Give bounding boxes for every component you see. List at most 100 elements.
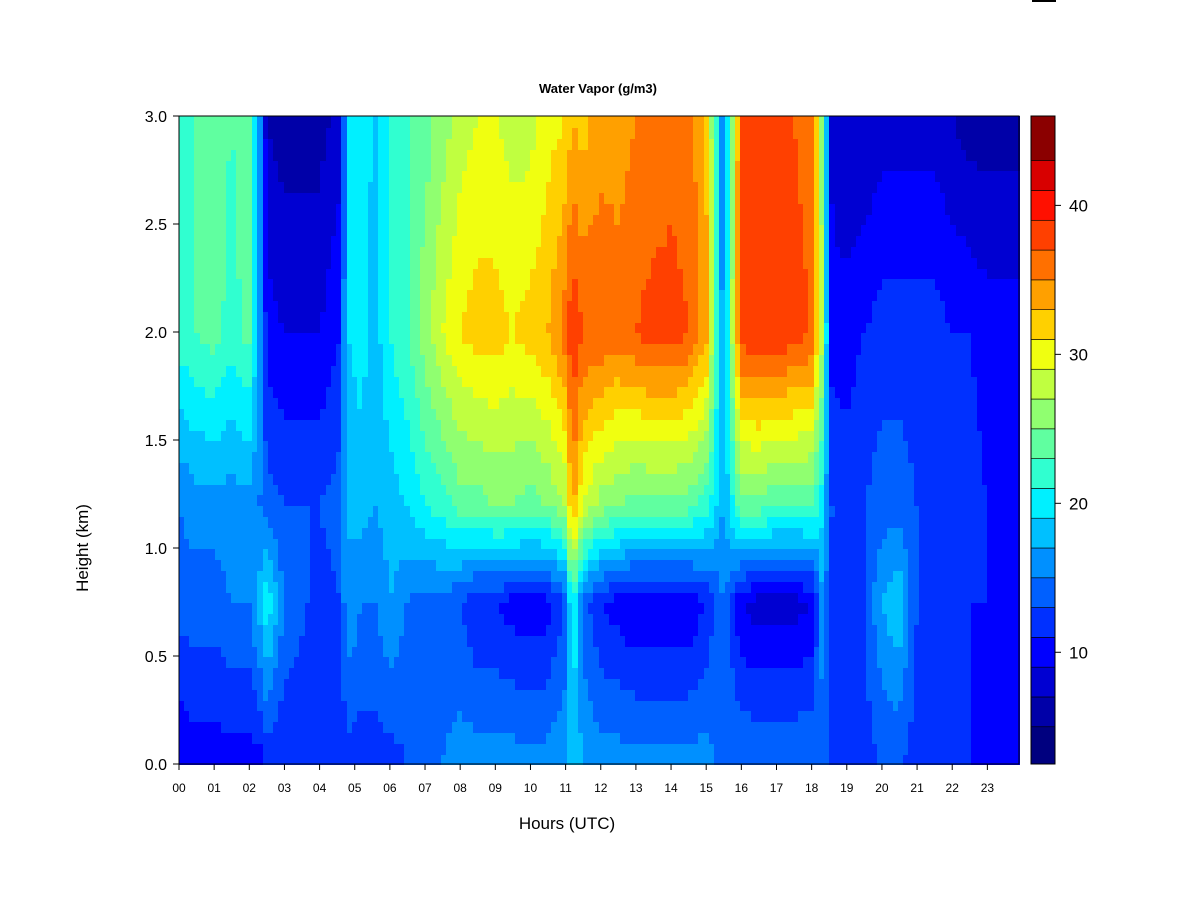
heatmap-cell [231,234,238,247]
heatmap-cell [399,591,406,603]
heatmap-cell [551,342,558,355]
heatmap-cell [310,288,317,301]
heatmap-cell [525,688,532,701]
heatmap-cell [252,342,259,355]
heatmap-cell [289,440,296,452]
heatmap-cell [210,710,217,722]
heatmap-cell [368,548,375,560]
heatmap-cell [546,731,553,744]
heatmap-cell [341,288,348,301]
heatmap-cell [273,612,280,625]
heatmap-cell [189,515,196,528]
heatmap-cell [389,494,396,506]
heatmap-cell [357,688,364,701]
heatmap-cell [305,612,312,625]
heatmap-cell [252,461,259,474]
heatmap-cell [446,623,453,636]
heatmap-cell [210,548,217,560]
heatmap-cell [368,720,375,733]
heatmap-cell [252,742,259,755]
heatmap-cell [446,234,453,247]
heatmap-cell [231,396,238,409]
heatmap-cell [530,159,537,171]
heatmap-cell [509,742,516,755]
heatmap-cell [588,450,595,463]
heatmap-cell [268,148,275,161]
heatmap-cell [189,753,196,765]
heatmap-cell [268,159,275,171]
heatmap-cell [525,483,532,495]
heatmap-cell [457,364,464,377]
heatmap-cell [352,332,359,344]
heatmap-cell [184,429,191,441]
heatmap-cell [247,483,254,495]
heatmap-cell [326,407,333,420]
heatmap-cell [236,440,243,452]
heatmap-cell [257,137,264,150]
heatmap-cell [257,537,264,549]
heatmap-cell [389,299,396,312]
heatmap-cell [473,591,480,603]
heatmap-cell [200,677,207,690]
heatmap-cell [525,558,532,571]
heatmap-cell [420,569,427,582]
heatmap-cell [399,396,406,409]
heatmap-cell [352,548,359,560]
heatmap-cell [583,558,590,571]
heatmap-cell [189,483,196,495]
heatmap-cell [347,591,354,603]
heatmap-cell [457,299,464,312]
heatmap-cell [189,548,196,560]
heatmap-cell [326,656,333,668]
heatmap-cell [515,429,522,441]
heatmap-cell [473,256,480,269]
heatmap-cell [599,332,606,344]
heatmap-cell [226,753,233,765]
heatmap-cell [588,126,595,139]
heatmap-cell [383,710,390,722]
heatmap-cell [536,677,543,690]
heatmap-cell [352,450,359,463]
heatmap-cell [551,267,558,279]
heatmap-cell [504,494,511,506]
heatmap-cell [378,483,385,495]
heatmap-cell [268,699,275,711]
heatmap-cell [410,234,417,247]
heatmap-cell [525,332,532,344]
heatmap-cell [294,656,301,668]
heatmap-cell [221,288,228,301]
heatmap-cell [536,731,543,744]
heatmap-cell [273,224,280,236]
heatmap-cell [420,440,427,452]
heatmap-cell [268,688,275,701]
heatmap-cell [504,299,511,312]
heatmap-cell [557,288,564,301]
heatmap-cell [247,116,254,128]
heatmap-cell [273,148,280,161]
heatmap-cell [310,299,317,312]
heatmap-cell [320,137,327,150]
heatmap-cell [299,483,306,495]
heatmap-cell [410,353,417,366]
heatmap-cell [210,472,217,485]
heatmap-cell [599,504,606,517]
heatmap-cell [389,720,396,733]
heatmap-cell [362,461,369,474]
heatmap-cell [189,213,196,225]
heatmap-cell [357,450,364,463]
heatmap-cell [252,321,259,333]
heatmap-cell [184,396,191,409]
heatmap-cell [562,645,569,657]
heatmap-cell [299,548,306,560]
heatmap-cell [467,159,474,171]
heatmap-cell [320,396,327,409]
heatmap-cell [410,245,417,258]
heatmap-cell [383,299,390,312]
heatmap-cell [236,558,243,571]
heatmap-cell [278,170,285,182]
heatmap-cell [299,742,306,755]
heatmap-cell [520,288,527,301]
heatmap-cell [394,569,401,582]
heatmap-cell [483,148,490,161]
heatmap-cell [242,321,249,333]
